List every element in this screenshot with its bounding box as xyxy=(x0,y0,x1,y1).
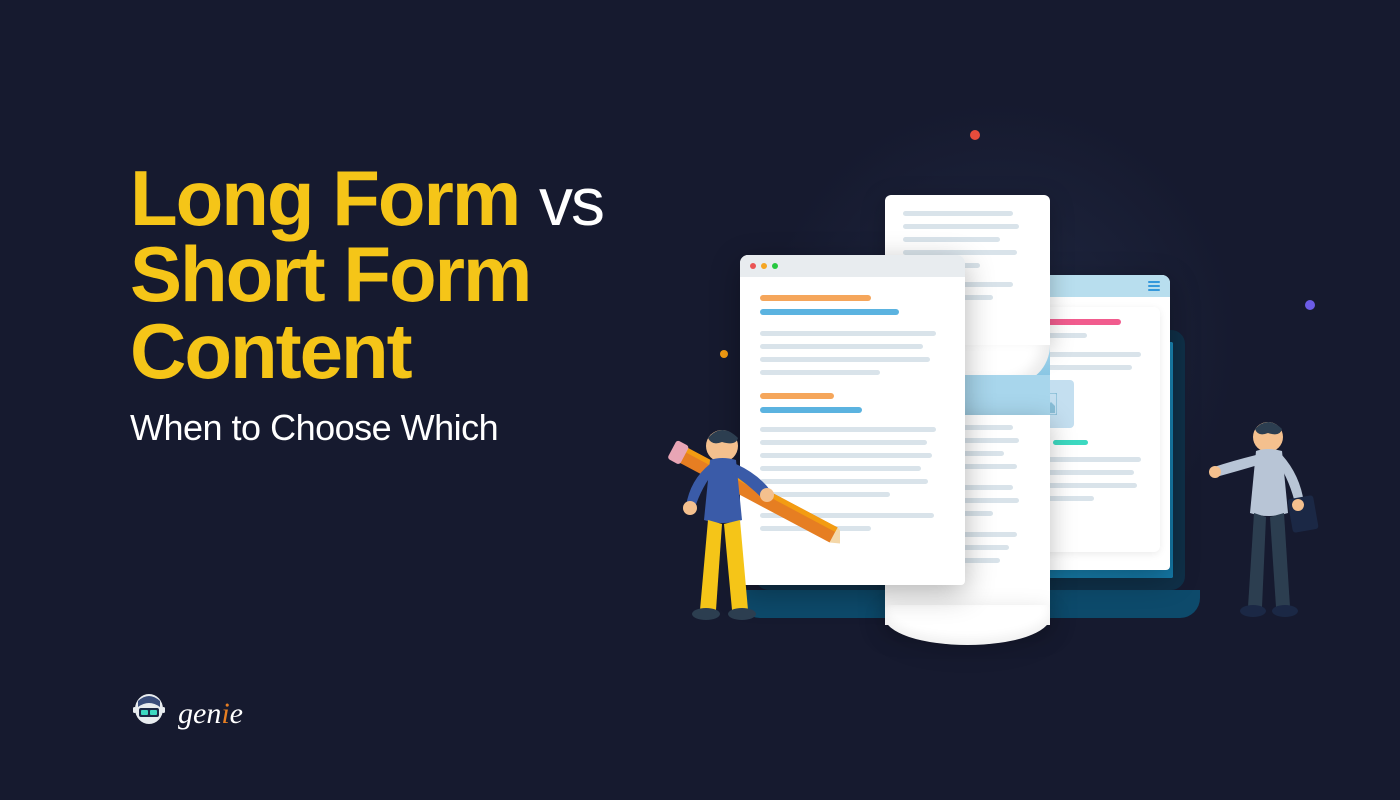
title-part-content: Content xyxy=(130,307,411,395)
brand-logo: GETgenie xyxy=(130,693,243,735)
main-heading-block: Long Form vs Short Form Content When to … xyxy=(130,160,603,449)
genie-head-icon xyxy=(130,693,168,735)
accent-dot-red xyxy=(970,130,980,140)
traffic-light-min-icon xyxy=(761,263,767,269)
title-part-shortform: Short Form xyxy=(130,230,530,318)
logo-text: GETgenie xyxy=(178,697,243,731)
title-vs: vs xyxy=(539,164,603,240)
page-title: Long Form vs Short Form Content xyxy=(130,160,603,389)
accent-dot-purple xyxy=(1305,300,1315,310)
traffic-light-close-icon xyxy=(750,263,756,269)
accent-dot-orange xyxy=(720,350,728,358)
title-part-longform: Long Form xyxy=(130,154,519,242)
subtitle: When to Choose Which xyxy=(130,407,603,449)
browser-titlebar-front xyxy=(740,255,965,277)
person-reader xyxy=(1200,405,1320,650)
person-writer xyxy=(660,410,800,650)
traffic-light-max-icon xyxy=(772,263,778,269)
hero-illustration xyxy=(680,100,1300,660)
menu-icon xyxy=(1148,281,1160,291)
